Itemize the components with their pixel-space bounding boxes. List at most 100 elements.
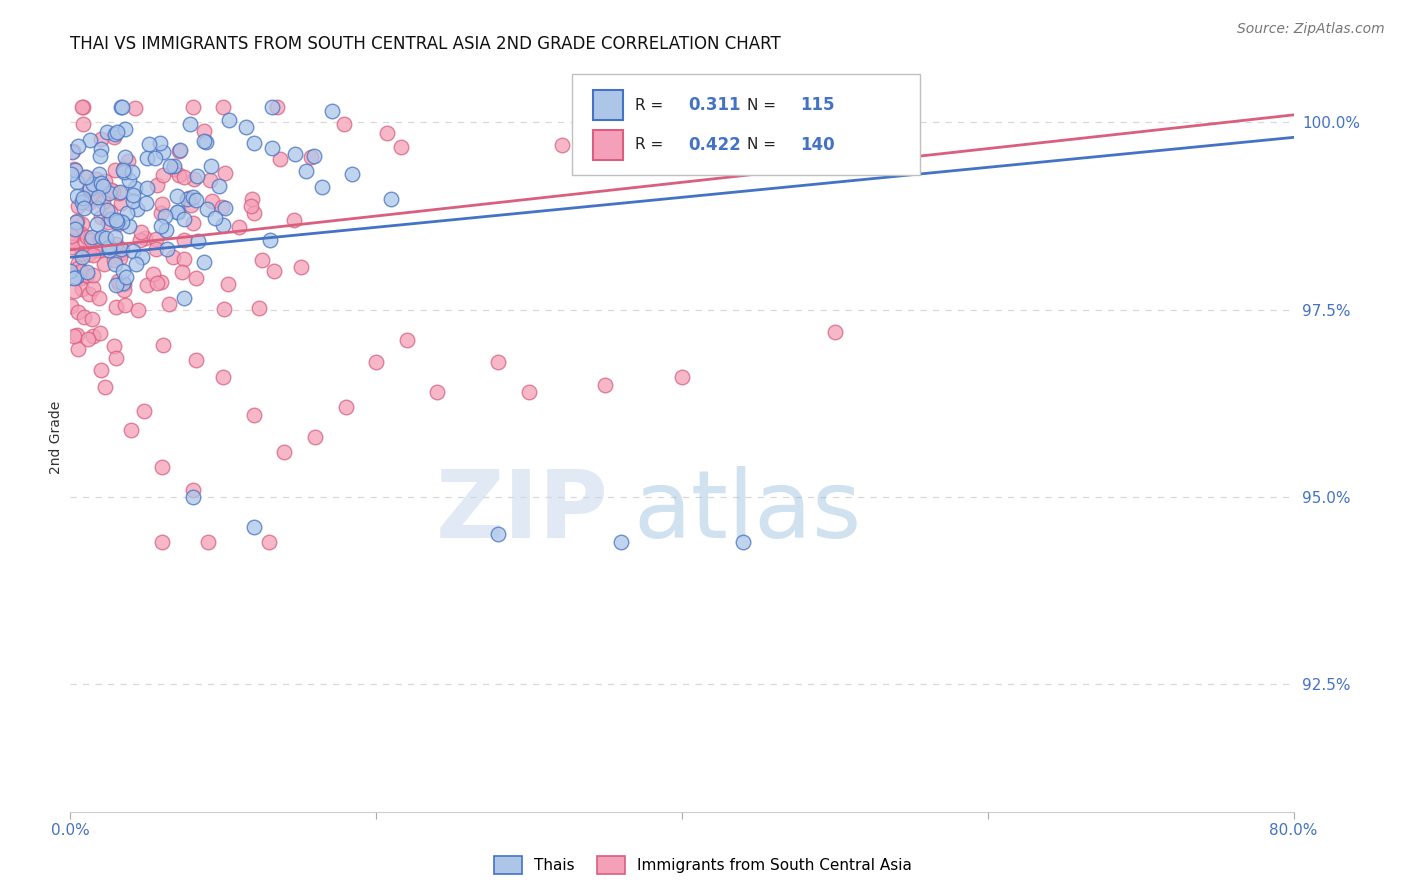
- Point: [733, 535, 755, 549]
- Point: [159, 159, 181, 173]
- Point: [243, 206, 266, 220]
- Point: [86, 190, 108, 204]
- Point: [76, 264, 98, 278]
- Point: [82, 248, 104, 262]
- Point: [269, 152, 291, 166]
- Point: [247, 301, 270, 315]
- Point: [89, 326, 111, 340]
- Point: [83, 238, 105, 252]
- Point: [72, 191, 94, 205]
- Point: [66, 255, 89, 269]
- Point: [117, 219, 139, 234]
- Point: [72, 100, 94, 114]
- Point: [162, 250, 184, 264]
- Point: [150, 535, 173, 549]
- Point: [91, 191, 114, 205]
- Point: [283, 212, 305, 227]
- Point: [110, 245, 132, 260]
- Point: [79, 181, 101, 195]
- Point: [91, 194, 114, 209]
- Point: [152, 145, 174, 159]
- Point: [112, 277, 135, 291]
- Point: [207, 178, 229, 193]
- Text: R =: R =: [636, 137, 668, 153]
- Point: [395, 333, 418, 347]
- Point: [98, 205, 121, 219]
- Point: [129, 233, 152, 247]
- Point: [115, 206, 138, 220]
- Point: [201, 194, 224, 209]
- Point: [142, 267, 165, 281]
- Point: [214, 201, 236, 215]
- Point: [118, 173, 141, 187]
- Point: [62, 145, 84, 159]
- Point: [100, 211, 122, 226]
- Point: [488, 527, 510, 541]
- Point: [163, 159, 186, 173]
- Point: [94, 174, 117, 188]
- Point: [105, 213, 128, 227]
- Point: [132, 403, 155, 417]
- Point: [86, 172, 108, 186]
- Point: [79, 233, 101, 247]
- Point: [72, 194, 94, 209]
- Point: [321, 103, 343, 118]
- Point: [87, 167, 110, 181]
- Point: [166, 204, 188, 219]
- Point: [184, 193, 207, 207]
- Point: [173, 212, 195, 227]
- Point: [184, 353, 207, 368]
- Point: [104, 351, 127, 366]
- Point: [824, 325, 846, 339]
- Point: [149, 219, 172, 233]
- Point: [263, 264, 285, 278]
- Point: [77, 247, 100, 261]
- FancyBboxPatch shape: [572, 74, 921, 175]
- Point: [243, 520, 266, 534]
- Point: [104, 230, 127, 244]
- Point: [143, 152, 166, 166]
- Point: [82, 191, 104, 205]
- Point: [115, 269, 138, 284]
- Point: [266, 100, 288, 114]
- Point: [66, 175, 89, 189]
- Point: [79, 183, 101, 197]
- Point: [121, 423, 143, 437]
- Point: [108, 186, 131, 200]
- Point: [124, 181, 146, 195]
- Point: [152, 168, 174, 182]
- Point: [153, 209, 176, 223]
- Bar: [592, 90, 623, 120]
- Point: [204, 211, 226, 226]
- Point: [290, 260, 312, 274]
- Point: [91, 229, 114, 244]
- Point: [67, 199, 90, 213]
- Point: [105, 300, 128, 314]
- Point: [299, 150, 322, 164]
- Point: [173, 252, 195, 266]
- Text: ZIP: ZIP: [436, 466, 609, 558]
- Point: [110, 100, 132, 114]
- Point: [239, 198, 262, 212]
- Point: [183, 190, 205, 204]
- Point: [170, 264, 193, 278]
- Point: [82, 229, 104, 244]
- Text: N =: N =: [747, 97, 780, 112]
- Point: [259, 233, 281, 247]
- Point: [212, 301, 235, 316]
- Point: [65, 189, 87, 203]
- Point: [257, 535, 280, 549]
- Point: [60, 239, 83, 253]
- Point: [105, 215, 128, 229]
- Point: [66, 225, 89, 239]
- Point: [97, 243, 120, 257]
- Point: [181, 490, 204, 504]
- Point: [77, 287, 100, 301]
- Point: [155, 223, 177, 237]
- Point: [121, 165, 143, 179]
- Point: [105, 277, 128, 292]
- Point: [63, 328, 86, 343]
- Point: [62, 270, 84, 285]
- Text: R =: R =: [636, 97, 668, 112]
- Point: [212, 370, 235, 384]
